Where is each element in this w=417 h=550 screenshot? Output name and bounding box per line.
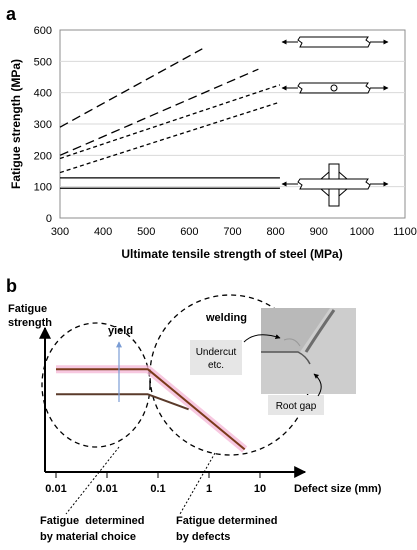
- panel-a-y-ticks: 0 100 200 300 400 500 600: [34, 25, 52, 225]
- panel-b-x-axis-title: Defect size (mm): [294, 483, 382, 495]
- panel-a-y-tick-label: 300: [34, 119, 52, 131]
- panel-a: a 0 100 200 300 400 500 600 300 400 500 600 700 800…: [6, 4, 417, 261]
- panel-a-x-tick-label: 400: [94, 226, 112, 238]
- panel-b-series: [56, 365, 248, 453]
- undercut-pointer-arrow: [243, 334, 281, 343]
- panel-a-x-tick-label: 700: [223, 226, 241, 238]
- panel-b-label: b: [6, 276, 17, 296]
- panel-b-x-ticks: 0.01 0.01 0.1 1 10: [45, 472, 266, 495]
- cruciform-welded-specimen-icon: [281, 163, 389, 207]
- material-region-circle: [41, 322, 151, 448]
- panel-a-x-tick-label: 1100: [393, 226, 417, 238]
- root-gap-label: Root gap: [276, 401, 317, 412]
- undercut-label-line1: Undercut: [196, 347, 237, 358]
- weld-photo: [261, 308, 356, 394]
- plate-with-hole-specimen-icon: [281, 82, 389, 94]
- panel-a-series-line-4: [59, 101, 281, 174]
- panel-a-x-ticks: 300 400 500 600 700 800 900 1000 1100: [51, 226, 417, 238]
- panel-a-y-tick-label: 200: [34, 150, 52, 162]
- panel-b-series-line-upper: [56, 368, 246, 451]
- panel-a-y-tick-label: 100: [34, 182, 52, 194]
- root-gap-label-box: [268, 395, 324, 415]
- panel-a-x-tick-label: 300: [51, 226, 69, 238]
- panel-a-series: [59, 48, 281, 189]
- caption-right-line1: Fatigue determined: [176, 515, 277, 527]
- yield-label: yield: [108, 325, 133, 337]
- panel-a-y-tick-label: 0: [46, 213, 52, 225]
- caption-right-line2: by defects: [176, 531, 230, 543]
- plain-plate-specimen-icon: [281, 36, 389, 48]
- undercut-label-line2: etc.: [208, 360, 224, 371]
- caption-left-leader: [65, 446, 120, 515]
- panel-b-x-tick-label: 0.01: [45, 483, 66, 495]
- panel-a-series-line-1: [59, 48, 203, 128]
- panel-a-y-tick-label: 400: [34, 88, 52, 100]
- panel-a-y-tick-label: 600: [34, 25, 52, 37]
- panel-b-y-axis-title-line1: Fatigue: [8, 303, 47, 315]
- panel-a-x-tick-label: 900: [310, 226, 328, 238]
- panel-a-x-axis-title: Ultimate tensile strength of steel (MPa): [121, 247, 342, 261]
- panel-a-series-line-3: [59, 84, 281, 160]
- panel-a-x-tick-label: 500: [137, 226, 155, 238]
- root-gap-pointer-arrow: [313, 373, 322, 397]
- panel-b-x-tick-label: 10: [254, 483, 266, 495]
- undercut-label-box: [190, 340, 242, 375]
- welding-label: welding: [205, 312, 247, 324]
- panel-b-x-tick-label: 0.01: [96, 483, 117, 495]
- panel-a-series-line-2: [59, 68, 259, 156]
- panel-b-x-tick-label: 0.1: [150, 483, 165, 495]
- panel-b-series-line-lower: [56, 393, 189, 411]
- panel-a-x-tick-label: 600: [180, 226, 198, 238]
- caption-left-line1: Fatigue determined: [40, 515, 145, 527]
- panel-a-y-axis-title: Fatigue strength (MPa): [9, 59, 23, 189]
- panel-a-label: a: [6, 4, 17, 24]
- panel-a-y-tick-label: 500: [34, 56, 52, 68]
- panel-b-x-tick-label: 1: [206, 483, 212, 495]
- panel-b: b Fatigue strength yield welding Undercu…: [6, 276, 382, 543]
- panel-a-x-tick-label: 800: [266, 226, 284, 238]
- panel-b-y-axis-title-line2: strength: [8, 317, 52, 329]
- panel-a-x-tick-label: 1000: [350, 226, 374, 238]
- caption-left-line2: by material choice: [40, 531, 136, 543]
